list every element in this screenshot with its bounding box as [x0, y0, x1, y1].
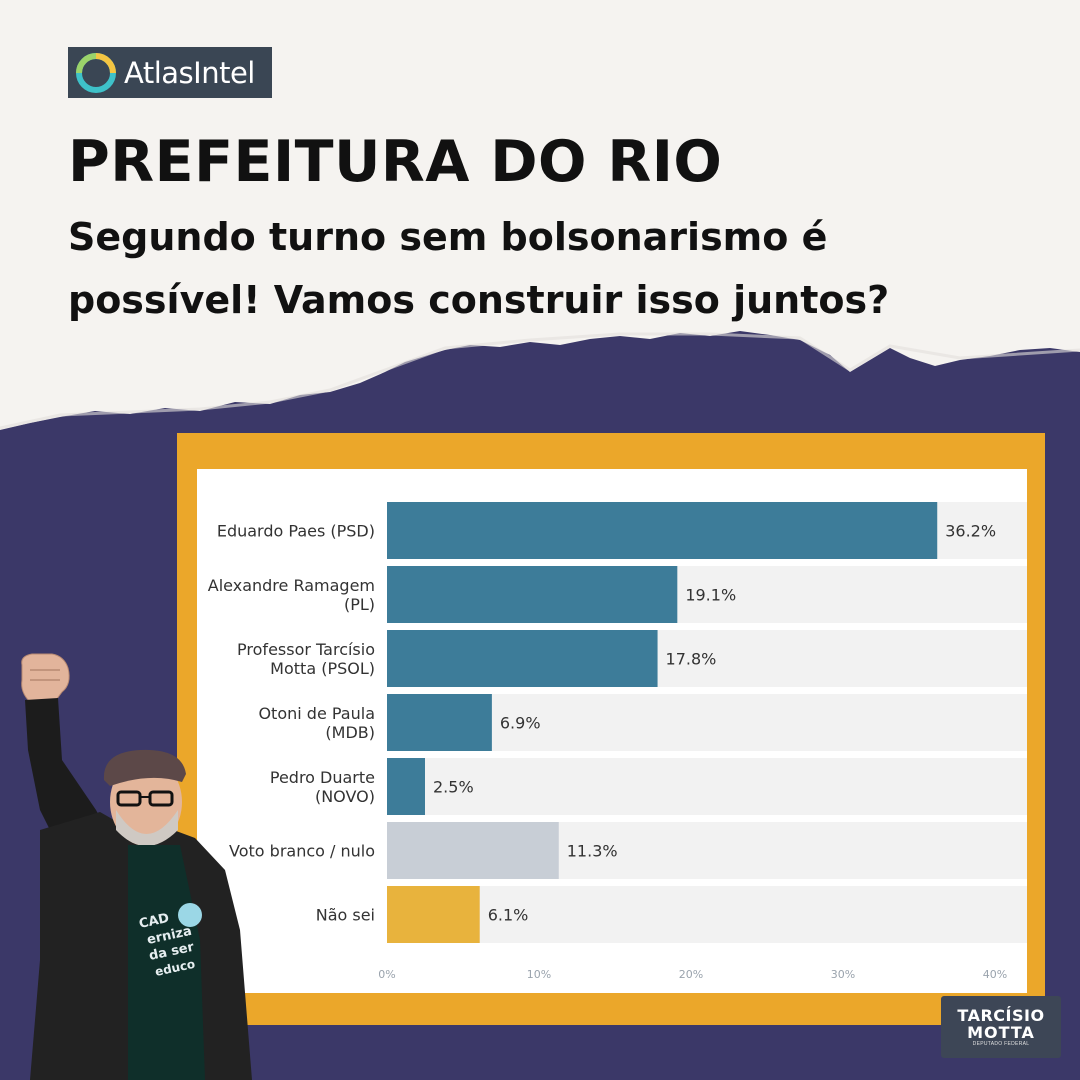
atlasintel-logo: AtlasIntel — [68, 47, 272, 98]
category-label: Eduardo Paes (PSD) — [217, 522, 375, 541]
category-label: Pedro Duarte (NOVO) — [270, 768, 375, 806]
value-label: 6.1% — [488, 906, 529, 925]
bar — [387, 694, 492, 751]
subtitle: Segundo turno sem bolsonarismo é possíve… — [68, 215, 890, 322]
raised-fist — [21, 653, 70, 703]
category-label: Otoni de Paula (MDB) — [258, 704, 375, 742]
bar — [387, 502, 938, 559]
x-tick-label: 40% — [983, 968, 1007, 981]
bar-track — [387, 694, 1027, 751]
x-tick-label: 20% — [679, 968, 703, 981]
bar — [387, 758, 425, 815]
value-label: 19.1% — [685, 586, 736, 605]
value-label: 11.3% — [567, 842, 618, 861]
category-label: Voto branco / nulo — [229, 842, 375, 861]
bar-track — [387, 886, 1027, 943]
chart-frame: 36.2% Eduardo Paes (PSD) 19.1% Alexandre Ra… — [177, 433, 1045, 1025]
category-label: Alexandre Ramagem (PL) — [208, 576, 375, 614]
bar-track — [387, 758, 1027, 815]
x-tick-label: 0% — [378, 968, 395, 981]
badge-surname: MOTTA — [967, 1023, 1035, 1042]
svg-text:CAD: CAD — [138, 911, 171, 932]
bar-chart: 36.2% Eduardo Paes (PSD) 19.1% Alexandre Ra… — [208, 502, 1027, 981]
tarcisio-motta-badge: TARCÍSIO MOTTA DEPUTADO FEDERAL — [941, 996, 1061, 1058]
chart-panel: 36.2% Eduardo Paes (PSD) 19.1% Alexandre Ra… — [197, 469, 1027, 993]
bar — [387, 566, 678, 623]
x-tick-label: 10% — [527, 968, 551, 981]
headline: PREFEITURA DO RIO — [68, 129, 723, 195]
atlasintel-logo-icon — [76, 52, 116, 93]
category-label: Não sei — [316, 906, 375, 925]
category-label: Professor Tarcísio Motta (PSOL) — [237, 640, 375, 678]
value-label: 6.9% — [500, 714, 541, 733]
t-shirt — [128, 845, 205, 1080]
value-label: 36.2% — [945, 522, 996, 541]
bar — [387, 822, 559, 879]
logo-text: AtlasIntel — [124, 55, 255, 90]
torn-paper-edge-shadow — [0, 332, 1080, 430]
beard — [116, 810, 178, 846]
candidate-photo: CAD erniza da ser educo — [21, 653, 252, 1080]
value-label: 17.8% — [666, 650, 717, 669]
bar — [387, 630, 658, 687]
badge-role: DEPUTADO FEDERAL — [972, 1041, 1030, 1047]
badge-name: TARCÍSIO — [957, 1006, 1045, 1025]
x-tick-label: 30% — [831, 968, 855, 981]
pin-badge — [178, 903, 202, 927]
bar — [387, 886, 480, 943]
value-label: 2.5% — [433, 778, 474, 797]
flat-cap — [103, 749, 186, 786]
